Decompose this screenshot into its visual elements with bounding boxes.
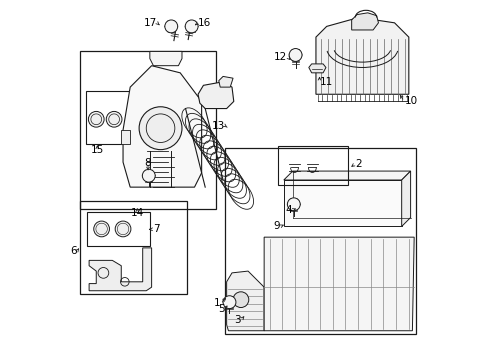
Text: 5: 5	[218, 303, 224, 314]
Circle shape	[115, 221, 131, 237]
Bar	[80, 51, 216, 208]
Polygon shape	[121, 130, 130, 144]
Text: 13: 13	[211, 121, 224, 131]
Bar	[224, 148, 415, 334]
Circle shape	[139, 107, 182, 150]
Text: 6: 6	[70, 247, 77, 256]
Bar	[87, 212, 149, 246]
Polygon shape	[283, 171, 410, 180]
Bar	[80, 202, 187, 294]
Text: 4: 4	[285, 205, 291, 215]
Polygon shape	[198, 82, 233, 109]
Text: 17: 17	[143, 18, 157, 28]
Circle shape	[287, 198, 300, 211]
Text: 10: 10	[404, 96, 417, 107]
Text: 3: 3	[234, 315, 241, 325]
Circle shape	[288, 49, 302, 62]
Circle shape	[233, 292, 248, 307]
Circle shape	[164, 20, 177, 33]
Bar	[85, 91, 134, 144]
Polygon shape	[315, 18, 408, 94]
Text: 1: 1	[213, 298, 220, 308]
Circle shape	[106, 111, 122, 127]
Polygon shape	[226, 271, 264, 331]
Text: 15: 15	[90, 145, 104, 155]
Text: 14: 14	[130, 208, 143, 218]
Text: 8: 8	[144, 158, 151, 168]
Text: 7: 7	[152, 224, 159, 234]
Polygon shape	[123, 66, 201, 187]
Polygon shape	[351, 13, 378, 30]
Circle shape	[94, 221, 109, 237]
Polygon shape	[401, 171, 410, 226]
Circle shape	[142, 169, 155, 182]
Polygon shape	[264, 237, 413, 331]
Text: 9: 9	[273, 221, 280, 231]
Bar	[278, 146, 347, 185]
Circle shape	[223, 296, 235, 309]
Polygon shape	[218, 76, 233, 87]
Text: 11: 11	[319, 77, 332, 87]
Polygon shape	[149, 51, 182, 66]
Circle shape	[88, 111, 104, 127]
Circle shape	[185, 20, 198, 33]
Bar	[283, 180, 401, 226]
Polygon shape	[89, 248, 151, 291]
Text: 16: 16	[198, 18, 211, 28]
Text: 2: 2	[354, 159, 361, 169]
Text: 12: 12	[274, 52, 287, 62]
Polygon shape	[308, 64, 325, 73]
